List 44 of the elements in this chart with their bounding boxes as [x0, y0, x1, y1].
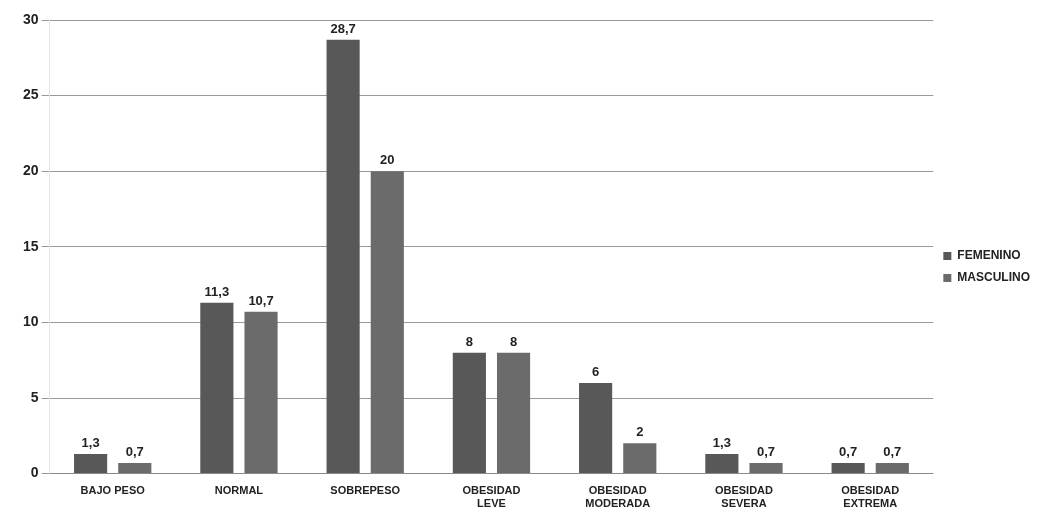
- legend-label: MASCULINO: [957, 270, 1031, 285]
- bar: [831, 463, 865, 474]
- x-tick-label: NORMAL: [214, 484, 264, 497]
- bar: [749, 463, 783, 474]
- bar: [496, 352, 531, 474]
- bar: [579, 382, 613, 474]
- y-tick-label: 10: [22, 313, 39, 330]
- data-label: 8: [465, 333, 473, 349]
- y-tick-label: 25: [22, 86, 39, 103]
- data-label: 8: [509, 333, 518, 349]
- y-tick-label: 0: [30, 464, 39, 481]
- data-label: 0,7: [883, 444, 902, 460]
- data-label: 28,7: [330, 20, 356, 36]
- bar: [705, 453, 739, 474]
- bar: [370, 171, 404, 474]
- y-tick-label: 20: [22, 162, 39, 179]
- x-tick-label: OBESIDAD LEVE: [462, 484, 521, 510]
- y-tick-label: 5: [30, 388, 39, 405]
- x-tick-label: OBESIDAD SEVERA: [714, 484, 774, 510]
- data-label: 10,7: [248, 292, 274, 308]
- bar: [118, 463, 152, 474]
- data-label: 2: [636, 424, 644, 440]
- legend-label: FEMENINO: [957, 248, 1021, 263]
- bar: [875, 463, 909, 474]
- data-label: 6: [592, 363, 600, 379]
- bar: [623, 443, 657, 474]
- data-label: 0,7: [839, 444, 858, 460]
- data-label: 11,3: [204, 283, 230, 299]
- data-label: 0,7: [125, 444, 144, 460]
- bar: [326, 39, 360, 474]
- x-tick-label: SOBREPESO: [330, 484, 401, 497]
- data-label: 1,3: [81, 435, 100, 451]
- x-tick-label: BAJO PESO: [80, 484, 146, 497]
- data-label: 20: [380, 152, 395, 168]
- bar: [244, 311, 278, 474]
- x-tick-label: OBESIDAD MODERADA: [585, 484, 651, 510]
- x-tick-label: OBESIDAD EXTREMA: [841, 484, 900, 510]
- data-label: 1,3: [712, 435, 731, 451]
- bar: [200, 302, 234, 474]
- bar: [452, 352, 486, 474]
- data-label: 0,7: [757, 444, 776, 460]
- bar: [74, 453, 108, 474]
- y-tick-label: 15: [22, 237, 39, 254]
- y-tick-label: 30: [22, 10, 39, 27]
